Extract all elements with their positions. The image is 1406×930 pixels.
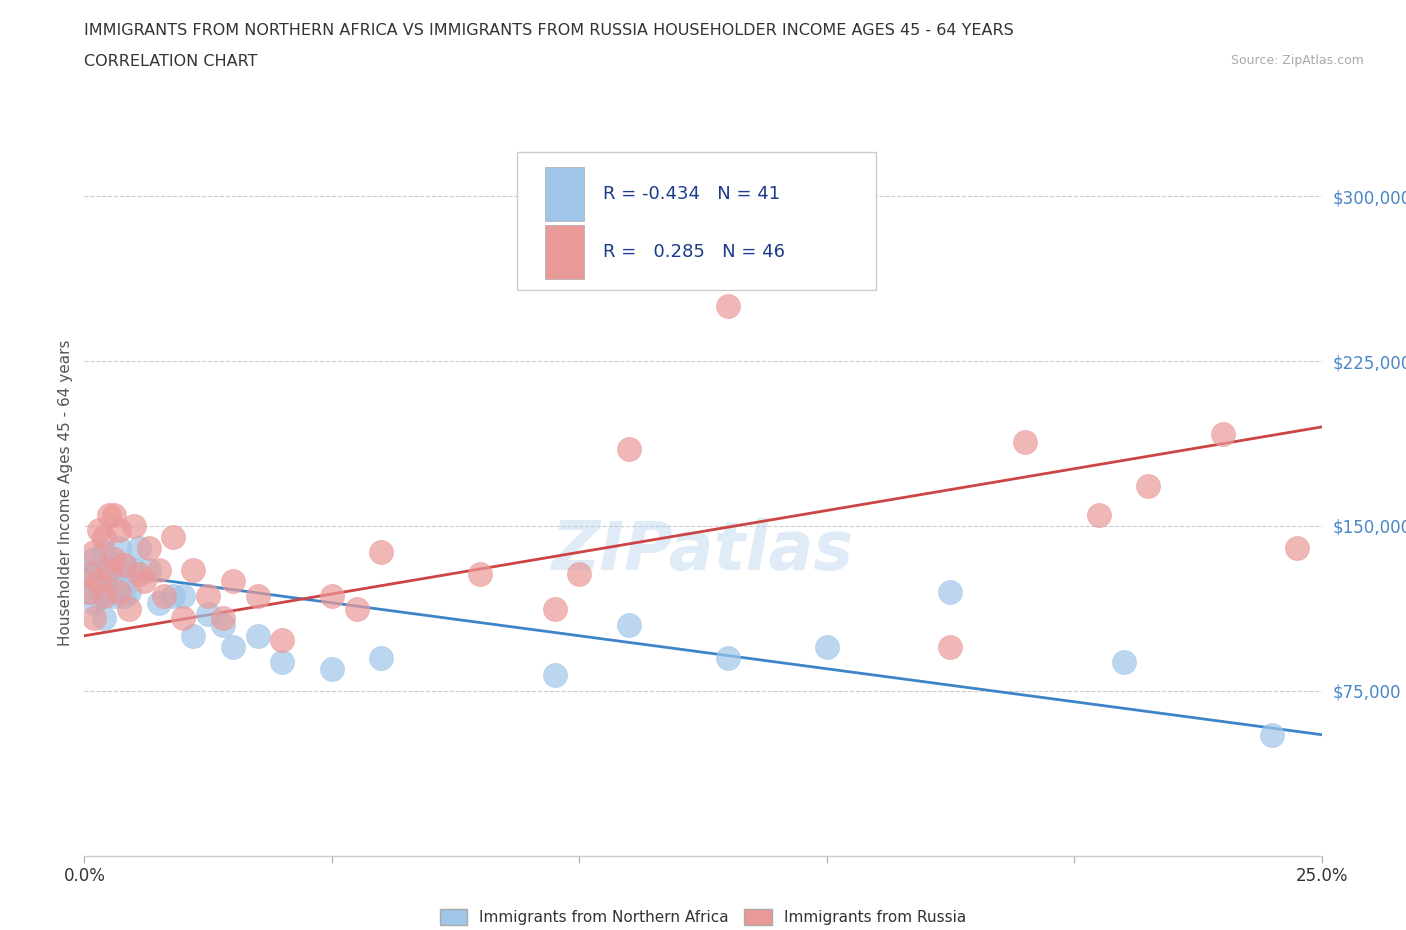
Point xyxy=(83,611,105,626)
Point xyxy=(93,545,115,560)
Point xyxy=(132,574,155,589)
FancyBboxPatch shape xyxy=(544,166,585,221)
Y-axis label: Householder Income Ages 45 - 64 years: Householder Income Ages 45 - 64 years xyxy=(58,339,73,646)
Point xyxy=(321,589,343,604)
Point xyxy=(717,299,740,313)
FancyBboxPatch shape xyxy=(517,152,876,290)
Point xyxy=(118,602,141,617)
Point xyxy=(79,566,101,581)
Point xyxy=(617,618,640,632)
Point xyxy=(1212,426,1234,441)
Point xyxy=(122,563,145,578)
Point xyxy=(543,668,565,683)
Point xyxy=(98,508,121,523)
Point xyxy=(172,589,194,604)
Point xyxy=(138,563,160,578)
Point xyxy=(246,589,269,604)
Point xyxy=(108,584,131,599)
Point xyxy=(93,611,115,626)
Point xyxy=(83,574,105,589)
Point xyxy=(98,563,121,578)
Point xyxy=(939,639,962,654)
Point xyxy=(118,584,141,599)
Point xyxy=(108,540,131,555)
Point xyxy=(128,566,150,581)
Point xyxy=(152,589,174,604)
Point xyxy=(346,602,368,617)
Point xyxy=(128,540,150,555)
Text: Source: ZipAtlas.com: Source: ZipAtlas.com xyxy=(1230,54,1364,67)
Point xyxy=(112,589,135,604)
Point xyxy=(83,551,105,566)
Point xyxy=(470,566,492,581)
Point xyxy=(1137,479,1160,494)
Point xyxy=(98,558,121,573)
Point xyxy=(181,629,204,644)
Point xyxy=(939,584,962,599)
Point xyxy=(1285,540,1308,555)
Point xyxy=(79,584,101,599)
Point xyxy=(370,650,392,665)
Point xyxy=(181,563,204,578)
Point xyxy=(93,589,115,604)
Point xyxy=(93,574,115,589)
Point xyxy=(93,529,115,544)
Point xyxy=(108,580,131,595)
Point xyxy=(271,655,294,670)
Point xyxy=(790,266,813,281)
Legend: Immigrants from Northern Africa, Immigrants from Russia: Immigrants from Northern Africa, Immigra… xyxy=(433,903,973,930)
Point xyxy=(79,584,101,599)
Text: ZIPatlas: ZIPatlas xyxy=(553,518,853,584)
Point xyxy=(83,595,105,610)
Point xyxy=(543,602,565,617)
Point xyxy=(112,558,135,573)
Point xyxy=(112,558,135,573)
Text: IMMIGRANTS FROM NORTHERN AFRICA VS IMMIGRANTS FROM RUSSIA HOUSEHOLDER INCOME AGE: IMMIGRANTS FROM NORTHERN AFRICA VS IMMIG… xyxy=(84,23,1014,38)
Point xyxy=(1088,508,1111,523)
Point xyxy=(370,545,392,560)
Point xyxy=(103,566,125,581)
Point xyxy=(1014,435,1036,450)
Point xyxy=(89,589,111,604)
Point xyxy=(89,523,111,538)
Point xyxy=(162,589,184,604)
Point xyxy=(1112,655,1135,670)
Point xyxy=(717,650,740,665)
Text: R =   0.285   N = 46: R = 0.285 N = 46 xyxy=(603,243,785,260)
Text: CORRELATION CHART: CORRELATION CHART xyxy=(84,54,257,69)
Point xyxy=(103,508,125,523)
Point xyxy=(271,632,294,647)
FancyBboxPatch shape xyxy=(544,224,585,279)
Point xyxy=(103,551,125,566)
Point xyxy=(89,584,111,599)
Point xyxy=(617,442,640,457)
Point xyxy=(222,639,245,654)
Point xyxy=(89,566,111,581)
Point xyxy=(815,639,838,654)
Point xyxy=(197,589,219,604)
Point xyxy=(122,518,145,533)
Point xyxy=(108,523,131,538)
Point xyxy=(568,566,591,581)
Point xyxy=(172,611,194,626)
Point xyxy=(148,563,170,578)
Point xyxy=(98,584,121,599)
Point xyxy=(79,563,101,578)
Point xyxy=(103,589,125,604)
Point xyxy=(162,529,184,544)
Point xyxy=(1261,727,1284,742)
Point xyxy=(212,618,235,632)
Point xyxy=(148,595,170,610)
Point xyxy=(321,661,343,676)
Point xyxy=(83,545,105,560)
Point xyxy=(89,574,111,589)
Text: R = -0.434   N = 41: R = -0.434 N = 41 xyxy=(603,185,780,203)
Point xyxy=(138,540,160,555)
Point xyxy=(246,629,269,644)
Point xyxy=(212,611,235,626)
Point xyxy=(841,232,863,247)
Point xyxy=(197,606,219,621)
Point xyxy=(222,574,245,589)
